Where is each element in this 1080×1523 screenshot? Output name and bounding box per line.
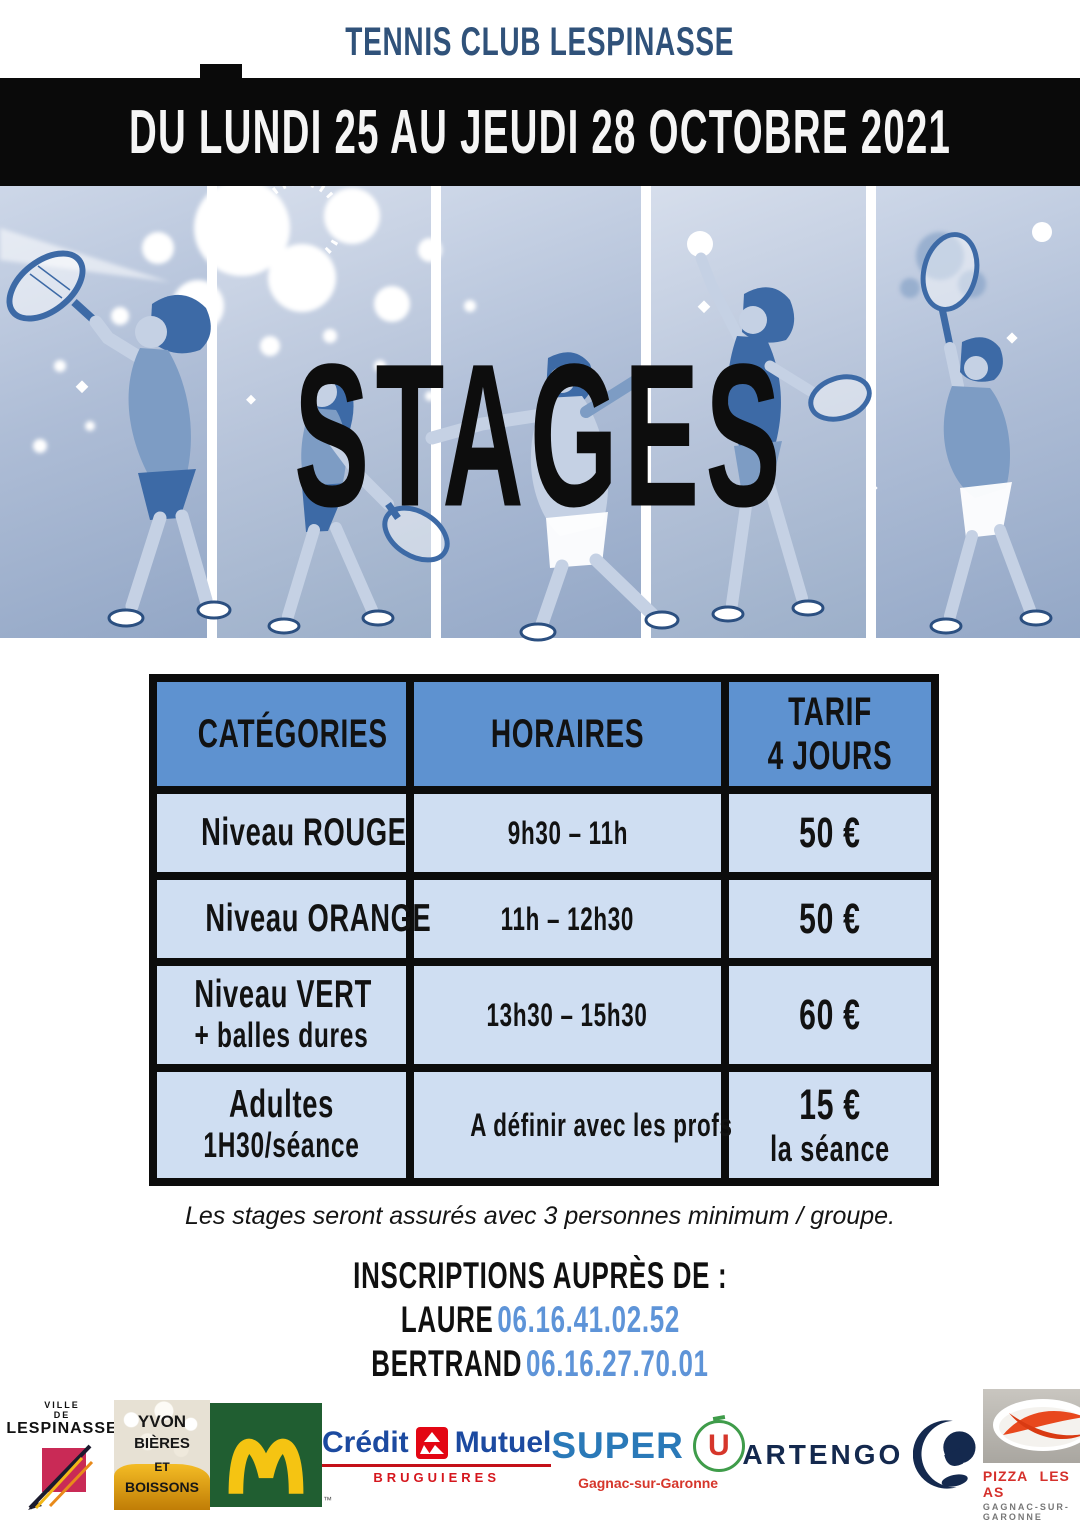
player-silhouette-1 xyxy=(6,250,232,628)
date-banner: DU LUNDI 25 AU JEUDI 28 OCTOBRE 2021 xyxy=(0,64,1080,186)
cell-tarif: 50 € xyxy=(721,872,939,966)
sponsor-super-u: SUPER U Gagnac-sur-Garonne xyxy=(551,1419,745,1491)
sponsor-ville-de-lespinasse: VILLE DE LESPINASSE xyxy=(6,1400,117,1510)
hero-title-text: STAGES xyxy=(293,320,787,550)
cell-category: Niveau ORANGE xyxy=(149,872,431,966)
mcdonalds-logo: ™ xyxy=(210,1403,332,1507)
pricing-table: CATÉGORIES HORAIRES TARIF 4 JOURS Niveau… xyxy=(149,674,939,1186)
cell-horaire: 13h30 – 15h30 xyxy=(406,958,729,1072)
pricing-section: CATÉGORIES HORAIRES TARIF 4 JOURS Niveau… xyxy=(149,674,939,1186)
sponsors-footer: VILLE DE LESPINASSE YVON BIÈRES ET BOISS… xyxy=(0,1387,1080,1523)
banner-notch xyxy=(200,64,242,78)
table-header-row: CATÉGORIES HORAIRES TARIF 4 JOURS xyxy=(149,674,939,794)
yvon-beer-icon: YVON BIÈRES ET BOISSONS xyxy=(114,1400,210,1510)
cell-tarif: 60 € xyxy=(721,958,939,1072)
header-tarif: TARIF 4 JOURS xyxy=(721,674,939,794)
sponsor-mcdonalds: ™ xyxy=(210,1403,332,1507)
table-row-orange: Niveau ORANGE 11h – 12h30 50 € xyxy=(149,872,939,966)
player-silhouette-4 xyxy=(687,231,872,623)
contact-name: LAURE xyxy=(400,1299,494,1340)
credit-mutuel-rule xyxy=(322,1463,552,1467)
player-silhouette-5 xyxy=(920,222,1053,635)
player-silhouette-2 xyxy=(267,370,450,635)
table-row-vert: Niveau VERT + balles dures 13h30 – 15h30… xyxy=(149,958,939,1072)
lespinasse-quill-icon xyxy=(28,1444,94,1510)
sponsor-credit-mutuel: Crédit Mutuel BRUGUIERES xyxy=(322,1425,552,1485)
golden-arches-icon xyxy=(228,1438,304,1494)
cell-tarif: 50 € xyxy=(721,786,939,880)
contact-laure: LAURE 06.16.41.02.52 xyxy=(0,1299,1080,1341)
cell-horaire: 9h30 – 11h xyxy=(406,786,729,880)
pizza-plate-icon xyxy=(982,1388,1080,1463)
cell-tarif: 15 € la séance xyxy=(721,1064,939,1186)
cell-category: Niveau VERT + balles dures xyxy=(149,958,414,1072)
super-u-circle-icon: U xyxy=(692,1419,745,1472)
credit-mutuel-icon xyxy=(415,1426,448,1459)
minimum-group-note: Les stages seront assurés avec 3 personn… xyxy=(184,1202,896,1230)
contact-name: BERTRAND xyxy=(371,1343,523,1384)
artengo-circle-icon xyxy=(913,1420,976,1489)
date-banner-text: DU LUNDI 25 AU JEUDI 28 OCTOBRE 2021 xyxy=(128,97,952,167)
club-title: TENNIS CLUB LESPINASSE xyxy=(0,0,1080,78)
inscriptions-section: INSCRIPTIONS AUPRÈS DE : LAURE 06.16.41.… xyxy=(0,1255,1080,1385)
player-silhouette-3 xyxy=(425,352,680,642)
tennis-players-illustration xyxy=(0,186,1053,642)
cell-category: Adultes 1H30/séance xyxy=(149,1064,414,1186)
sponsor-artengo: ARTENGO xyxy=(742,1418,983,1492)
contact-bertrand: BERTRAND 06.16.27.70.01 xyxy=(0,1343,1080,1385)
club-title-text: TENNIS CLUB LESPINASSE xyxy=(345,20,735,64)
sponsor-pizza-les-3-as: PIZZA LES 3 AS GAGNAC-SUR-GARONNE xyxy=(982,1388,1080,1522)
cell-category: Niveau ROUGE xyxy=(149,786,414,880)
inscriptions-title: INSCRIPTIONS AUPRÈS DE : xyxy=(352,1255,728,1296)
hero-illustration: STAGES xyxy=(0,186,1080,644)
table-row-rouge: Niveau ROUGE 9h30 – 11h 50 € xyxy=(149,786,939,880)
cell-horaire: 11h – 12h30 xyxy=(406,872,729,966)
splatter-ring xyxy=(256,186,344,266)
contact-phone: 06.16.27.70.01 xyxy=(526,1343,709,1384)
header-horaires: HORAIRES xyxy=(406,674,729,794)
contact-phone: 06.16.41.02.52 xyxy=(496,1299,680,1340)
cell-horaire: A définir avec les profs xyxy=(406,1064,732,1186)
trademark-symbol: ™ xyxy=(323,1495,332,1505)
table-row-adultes: Adultes 1H30/séance A définir avec les p… xyxy=(149,1064,939,1186)
sponsor-yvon-bieres: YVON BIÈRES ET BOISSONS xyxy=(114,1400,210,1510)
hero-title: STAGES xyxy=(0,333,1080,537)
header-categories: CATÉGORIES xyxy=(149,674,414,794)
